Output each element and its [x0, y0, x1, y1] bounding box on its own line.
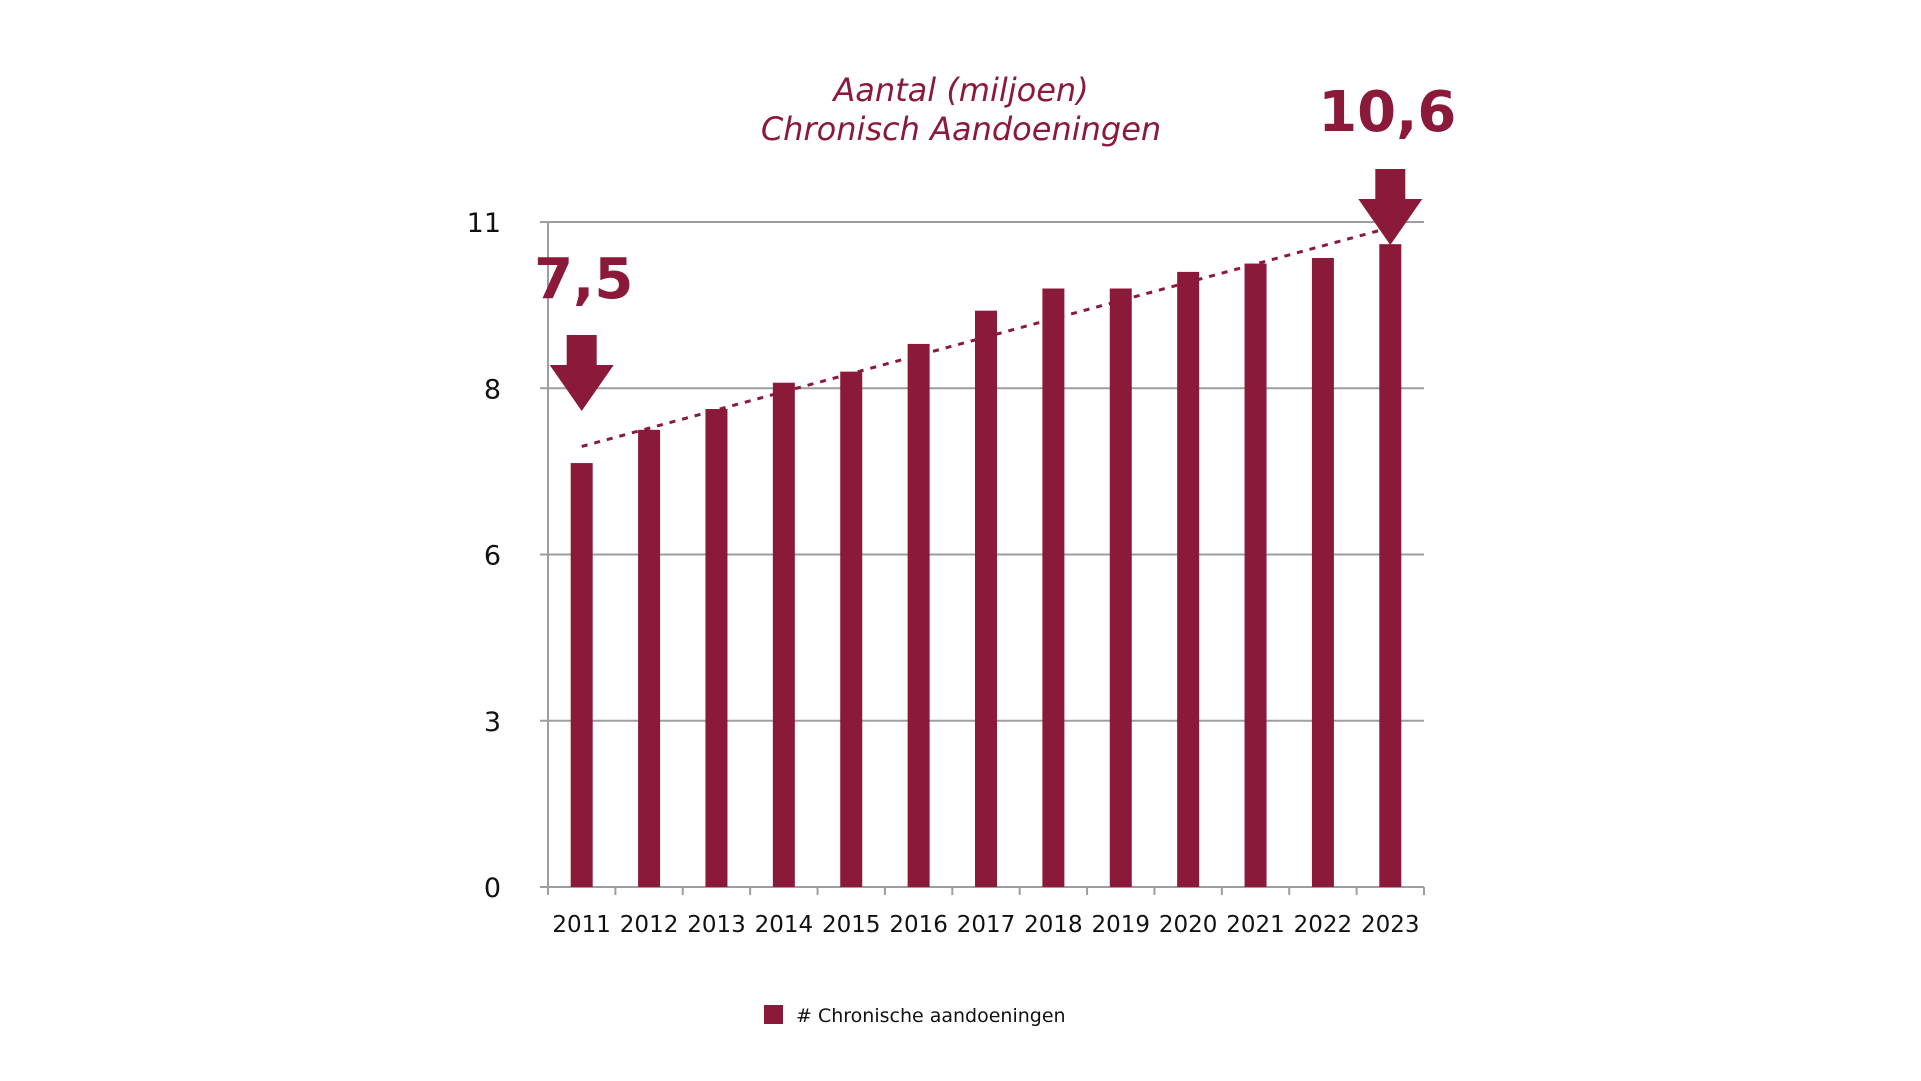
x-tick-label-2019: 2019: [1091, 912, 1150, 938]
callout-label-2023: 10,6: [1318, 80, 1456, 145]
chart-title-line1: Aantal (miljoen): [831, 71, 1088, 109]
bar-2015: [840, 371, 863, 887]
bar-2011: [570, 463, 593, 887]
bar-2017: [975, 310, 997, 888]
x-tick-label-2021: 2021: [1226, 912, 1285, 938]
bar-2013: [705, 409, 728, 887]
bar-2019: [1109, 288, 1132, 887]
x-tick-label-2020: 2020: [1159, 912, 1218, 938]
legend-swatch: [764, 1005, 783, 1024]
x-tick-label-2012: 2012: [620, 912, 679, 938]
y-tick-label: 6: [484, 541, 501, 572]
x-tick-label-2017: 2017: [957, 912, 1016, 938]
y-tick-label: 0: [484, 873, 501, 904]
x-tick-label-2014: 2014: [755, 912, 814, 938]
bar-2022: [1311, 258, 1334, 887]
callout-arrow-2011: [549, 335, 614, 411]
bar-2020: [1177, 271, 1200, 887]
chart-title-line2: Chronisch Aandoeningen: [761, 110, 1161, 148]
bar-2021: [1244, 263, 1267, 887]
x-tick-label-2018: 2018: [1024, 912, 1083, 938]
trendline: [581, 226, 1391, 448]
bar-2012: [638, 429, 661, 887]
bar-2016: [907, 343, 930, 888]
y-tick-label: 8: [484, 374, 501, 405]
y-tick-label: 3: [484, 707, 501, 738]
legend-label: # Chronische aandoeningen: [796, 1005, 1066, 1027]
bar-2023: [1379, 244, 1402, 887]
x-tick-label-2011: 2011: [552, 912, 611, 938]
y-tick-label: 11: [467, 208, 501, 239]
x-tick-label-2016: 2016: [889, 912, 948, 938]
bars: [570, 244, 1402, 888]
x-axis-ticks: 2011 2012 2013 2014 2015 2016 2017 2018 2019 2020…: [547, 887, 1425, 938]
callout-arrow-2023: [1358, 169, 1423, 245]
y-axis-ticks: 0 3 6 8 11: [467, 208, 501, 904]
bar-2014: [772, 382, 795, 887]
callouts: 7,5 10,6: [534, 80, 1456, 411]
x-tick-label-2022: 2022: [1294, 912, 1353, 938]
x-tick-label-2023: 2023: [1361, 912, 1420, 938]
x-tick-label-2015: 2015: [822, 912, 881, 938]
legend: # Chronische aandoeningen: [764, 1005, 1066, 1027]
bar-2018: [1042, 288, 1065, 887]
x-tick-label-2013: 2013: [687, 912, 746, 938]
callout-label-2011: 7,5: [534, 247, 633, 312]
